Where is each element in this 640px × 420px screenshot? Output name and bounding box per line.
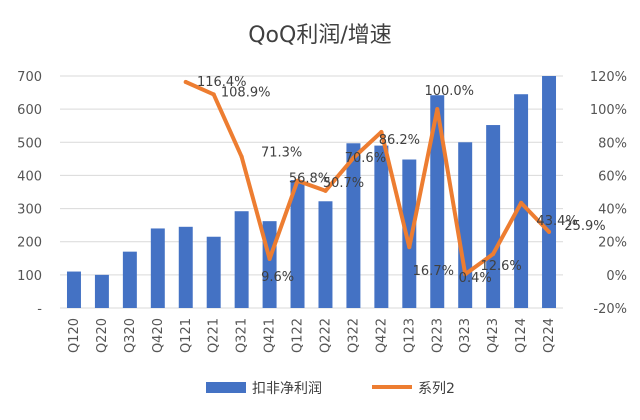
y-right-tick-label: 40% <box>598 203 627 218</box>
line-data-label: 116.4% <box>197 75 247 90</box>
line-series <box>183 79 552 277</box>
line-data-label: 43.4% <box>536 214 577 229</box>
y-right-tick-label: -20% <box>593 302 627 317</box>
bar <box>234 211 249 308</box>
line-point <box>407 245 412 250</box>
bar-series <box>66 76 557 309</box>
line-data-label: 86.2% <box>379 133 420 148</box>
line-point <box>463 272 468 277</box>
line-point <box>239 154 244 159</box>
bar <box>486 125 501 309</box>
x-tick-label: Q420 <box>151 318 166 353</box>
line-point <box>351 155 356 160</box>
line-data-labels: 116.4%108.9% 71.3% 9.6% 56.8%50.7% 70.6% 86.2… <box>197 75 606 286</box>
x-tick-label: Q124 <box>514 318 529 353</box>
line-point <box>519 200 524 205</box>
gridlines <box>60 75 563 309</box>
line-data-label: 70.6% <box>345 151 386 166</box>
x-tick-label: Q322 <box>346 318 361 353</box>
y-left-tick-label: 600 <box>17 103 42 118</box>
x-tick-label: Q223 <box>430 318 445 353</box>
line-data-label: 0.4% <box>459 271 492 286</box>
x-tick-label: Q123 <box>402 318 417 353</box>
line-point <box>491 251 496 256</box>
bar <box>542 76 557 308</box>
bar <box>458 142 473 308</box>
bar <box>94 274 109 308</box>
x-tick-label: Q220 <box>95 318 110 353</box>
y-right-tick-label: 100% <box>590 103 627 118</box>
line-data-label: 25.9% <box>564 219 605 234</box>
y-right-tick-label: 120% <box>590 70 627 85</box>
x-tick-label: Q224 <box>542 318 557 353</box>
bar <box>290 180 305 308</box>
line-data-label: 12.6% <box>480 259 521 274</box>
bar <box>346 143 361 308</box>
bar <box>318 201 333 308</box>
y-left-tick-label: 500 <box>17 136 42 151</box>
bar <box>430 95 445 308</box>
line-point <box>295 178 300 183</box>
x-tick-label: Q121 <box>179 318 194 353</box>
line-point <box>183 79 188 84</box>
bar <box>178 226 193 308</box>
x-tick-label: Q421 <box>263 318 278 353</box>
y-right-tick-label: 0% <box>606 269 627 284</box>
line-data-label: 9.6% <box>261 270 294 285</box>
bar <box>122 251 137 308</box>
x-tick-label: Q323 <box>458 318 473 353</box>
y-axis-left: - 100 200 300 400 500 600 700 <box>17 70 42 317</box>
chart-title: QoQ利润/增速 <box>248 23 392 48</box>
y-left-tick-label: - <box>37 302 42 317</box>
line-data-label: 50.7% <box>323 176 364 191</box>
line-data-label: 56.8% <box>289 172 330 187</box>
y-right-tick-label: 60% <box>598 169 627 184</box>
legend-bar-label: 扣非净利润 <box>252 381 322 397</box>
bar <box>206 236 221 308</box>
x-tick-label: Q320 <box>123 318 138 353</box>
legend-bar-swatch <box>206 382 246 393</box>
line-point <box>267 256 272 261</box>
line-data-label: 71.3% <box>261 146 302 161</box>
bar <box>66 271 81 308</box>
x-tick-label: Q422 <box>374 318 389 353</box>
y-left-tick-label: 400 <box>17 169 42 184</box>
line-point <box>323 188 328 193</box>
legend: 扣非净利润 系列2 <box>206 381 455 397</box>
x-tick-label: Q423 <box>486 318 501 353</box>
y-left-tick-label: 700 <box>17 70 42 85</box>
line-point <box>211 92 216 97</box>
y-left-tick-label: 100 <box>17 269 42 284</box>
bar <box>150 228 165 308</box>
line-data-label: 16.7% <box>413 264 454 279</box>
x-axis: Q120 Q220 Q320 Q420 Q121 Q221 Q321 Q421 Q122 Q222… <box>67 318 557 353</box>
y-axis-right: -20% 0% 20% 40% 60% 80% 100% 120% <box>590 70 627 317</box>
y-left-tick-label: 200 <box>17 236 42 251</box>
line-point <box>379 130 384 135</box>
x-tick-label: Q122 <box>291 318 306 353</box>
y-right-tick-label: 20% <box>598 236 627 251</box>
bar <box>402 159 417 308</box>
x-tick-label: Q120 <box>67 318 82 353</box>
y-right-tick-label: 80% <box>598 136 627 151</box>
y-left-tick-label: 300 <box>17 203 42 218</box>
x-tick-label: Q222 <box>318 318 333 353</box>
line-path <box>183 80 551 277</box>
x-tick-label: Q221 <box>207 318 222 353</box>
line-data-label: 100.0% <box>424 84 474 99</box>
line-point <box>435 107 440 112</box>
line-point <box>547 229 552 234</box>
bar <box>374 145 389 308</box>
line-data-label: 108.9% <box>221 85 271 100</box>
legend-line-label: 系列2 <box>418 381 455 397</box>
x-tick-label: Q321 <box>235 318 250 353</box>
